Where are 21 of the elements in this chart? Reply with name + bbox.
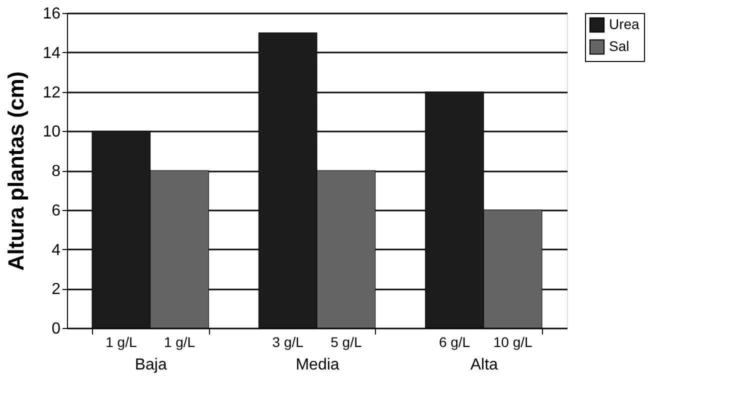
y-axis-title: Altura plantas (cm) <box>4 71 29 271</box>
y-tick-label: 2 <box>52 281 61 298</box>
text: 6 g/L <box>438 334 470 350</box>
y-tick-label: 16 <box>42 6 61 22</box>
x-tick-label: Media <box>296 356 340 374</box>
text: 5 g/L <box>330 334 362 350</box>
y-tick-label: 4 <box>52 242 61 259</box>
y-tick-label: 6 <box>52 202 61 220</box>
legend-label: Urea <box>609 16 640 32</box>
x-tick-label: Alta <box>470 356 498 374</box>
y-tick-label: 8 <box>52 163 61 180</box>
legend-label: Sal <box>609 38 630 54</box>
text: 1 g/L <box>164 334 196 350</box>
x-tick-label: Baja <box>134 356 167 374</box>
y-tick-label: 14 <box>42 44 61 62</box>
y-tick-label: 10 <box>42 124 61 141</box>
text: 10 g/L <box>493 334 532 350</box>
text: 3 g/L <box>272 334 304 350</box>
text: 1 g/L <box>106 334 137 350</box>
y-tick-label: 12 <box>42 84 61 102</box>
y-tick-label: 0 <box>52 320 61 338</box>
